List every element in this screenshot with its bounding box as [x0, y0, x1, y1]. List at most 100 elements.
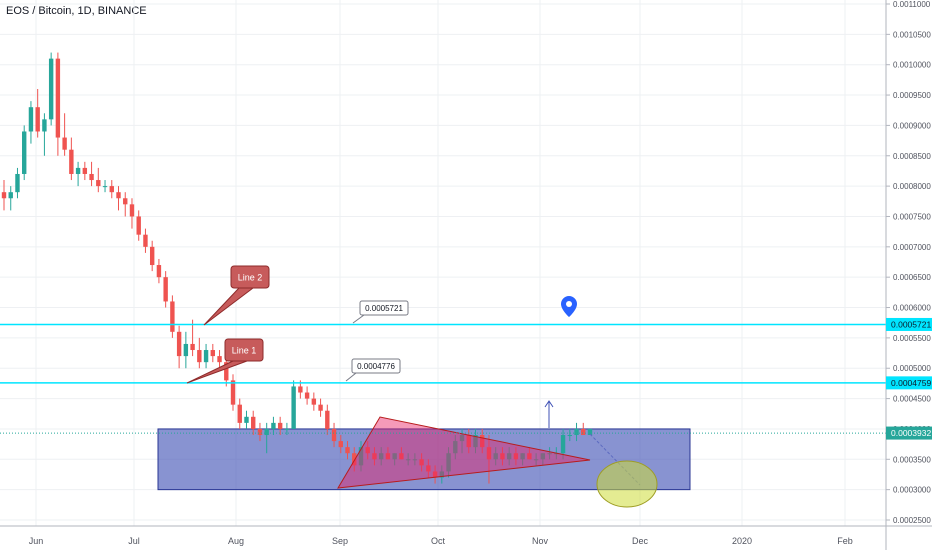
candle-body: [203, 350, 209, 363]
candle-body: [513, 453, 519, 460]
x-tick-label: Nov: [532, 536, 549, 546]
candle-body: [163, 277, 168, 302]
candle-body: [298, 386, 303, 393]
candles: [1, 52, 593, 484]
candle-body: [197, 350, 202, 363]
y-tick-label: 0.0007500: [893, 212, 931, 221]
y-tick-label: 0.0005000: [893, 364, 931, 373]
candle-body: [230, 380, 236, 405]
price-label-text: 0.0005721: [365, 304, 403, 313]
candle-body: [520, 453, 525, 460]
drawings-front: Line 2 Line 1 0.0005721 0.0004776: [0, 265, 886, 508]
candle-body: [55, 58, 61, 138]
candle-body: [547, 453, 552, 455]
candle-body: [264, 428, 269, 436]
candle-body: [432, 471, 438, 478]
candle-body: [75, 167, 81, 174]
x-tick-label: Dec: [632, 536, 649, 546]
candle-body: [365, 447, 370, 454]
candle-body: [325, 410, 330, 429]
y-tick-label: 0.0010500: [893, 30, 931, 39]
candle-body: [69, 149, 74, 174]
callout-label: Line 1: [232, 346, 257, 356]
candle-body: [8, 192, 13, 199]
candle-body: [190, 343, 195, 351]
candle-body: [466, 435, 471, 448]
candle-body: [237, 404, 242, 423]
candle-body: [48, 58, 54, 120]
candle-body: [244, 416, 249, 423]
y-tick-label: 0.0009500: [893, 91, 931, 100]
price-label-box: [359, 300, 409, 316]
candle-body: [385, 453, 391, 460]
callout-label: Line 2: [238, 273, 263, 283]
candle-body: [109, 186, 114, 193]
candle-body: [453, 441, 458, 454]
candle-body: [149, 246, 155, 266]
price-label-pointer: [345, 372, 357, 382]
candle-body: [581, 428, 586, 436]
candle-body: [156, 265, 162, 278]
candle-body: [22, 131, 27, 174]
price-tag-label: 0.0003932: [891, 428, 931, 438]
candle-body: [176, 331, 182, 357]
candle-body: [251, 416, 256, 429]
candle-body: [554, 453, 559, 455]
target-ellipse: [596, 460, 658, 508]
candle-body: [506, 453, 512, 460]
price-label-box: [351, 358, 401, 374]
candle-body: [419, 459, 424, 466]
arrow-up-head: [544, 400, 554, 408]
y-tick-label: 0.0006000: [893, 304, 931, 313]
price-label-0004776: 0.0004776: [345, 358, 401, 382]
y-tick-label: 0.0002500: [893, 516, 931, 525]
candle-body: [372, 453, 377, 460]
candle-body: [284, 428, 290, 430]
triangle-pattern: [337, 416, 591, 489]
candle-body: [129, 204, 135, 217]
x-tick-label: Jul: [128, 536, 140, 546]
y-tick-label: 0.0010000: [893, 61, 931, 70]
price-tag-label: 0.0004759: [891, 378, 931, 388]
candle-body: [567, 435, 572, 437]
price-tag-box: [886, 426, 932, 440]
candle-body: [136, 216, 141, 235]
callout-pointer: [186, 360, 248, 384]
x-tick-label: 2020: [732, 536, 752, 546]
candle-body: [183, 343, 189, 357]
candle-body: [358, 447, 364, 466]
y-tick-label: 0.0004500: [893, 395, 931, 404]
price-label-0005721: 0.0005721: [352, 300, 409, 324]
callout-box: [230, 265, 270, 289]
candle-body: [560, 435, 566, 454]
projection-arrow: [589, 433, 641, 486]
candle-body: [28, 107, 34, 132]
price-tag-label: 0.0005721: [891, 319, 931, 329]
candle-body: [574, 428, 579, 436]
y-tick-label: 0.0003000: [893, 486, 931, 495]
y-tick-label: 0.0006500: [893, 273, 931, 282]
candle-body: [82, 167, 88, 174]
candle-body: [493, 453, 498, 460]
price-label-pointer: [352, 314, 365, 324]
candle-body: [42, 119, 47, 132]
candle-body: [102, 186, 108, 188]
candle-body: [405, 459, 411, 461]
candle-body: [35, 107, 40, 132]
callout-box: [224, 338, 264, 362]
candle-body: [412, 459, 418, 461]
candle-body: [123, 198, 128, 205]
candle-body: [459, 435, 465, 442]
pin-center: [566, 301, 572, 307]
candle-body: [271, 422, 276, 429]
candle-body: [345, 447, 350, 454]
candle-body: [217, 356, 222, 363]
callout-line-1: Line 1: [186, 338, 264, 384]
candle-body: [116, 192, 121, 199]
candle-body: [143, 234, 148, 247]
candle-body: [96, 180, 101, 187]
candle-body: [89, 173, 94, 181]
x-tick-label: Oct: [431, 536, 446, 546]
